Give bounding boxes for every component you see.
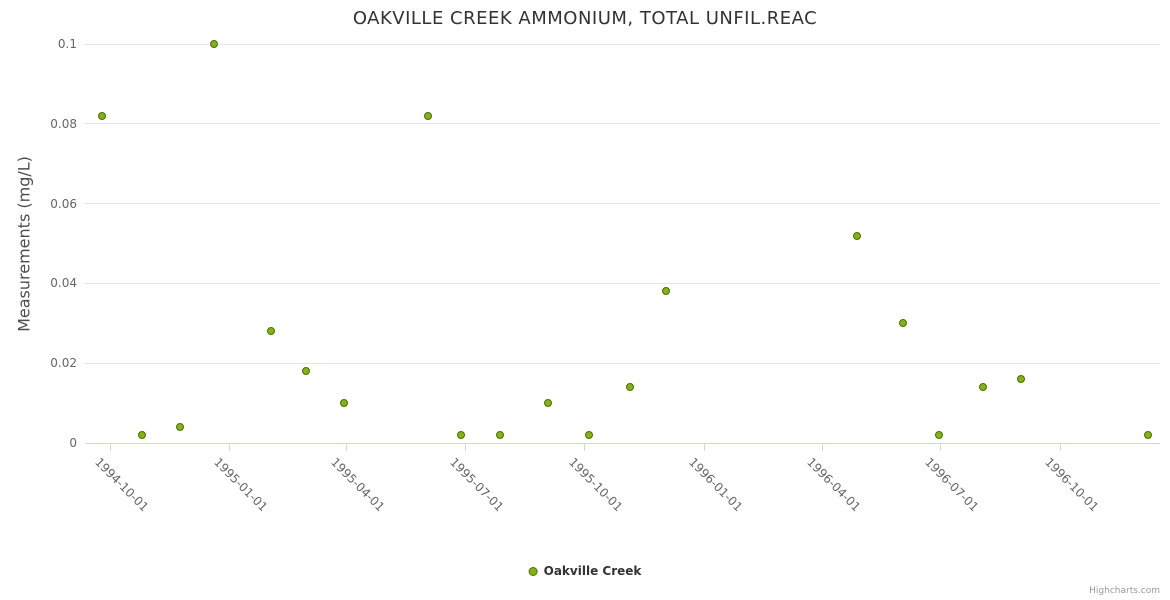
data-point[interactable] [424,111,433,120]
x-axis-tick [464,443,466,451]
x-axis-label: 1995-01-01 [211,455,271,515]
data-point[interactable] [339,399,348,408]
y-gridline [85,43,1160,45]
x-axis-label: 1996-01-01 [685,455,746,515]
data-point[interactable] [495,431,504,440]
y-gridline [85,362,1160,364]
y-axis-label: 0.04 [50,276,77,291]
data-point[interactable] [543,399,552,408]
x-axis-label: 1994-10-01 [91,455,152,515]
chart-title: OAKVILLE CREEK AMMONIUM, TOTAL UNFIL.REA… [352,8,818,29]
y-axis-label: 0.1 [57,37,77,51]
y-gridline [85,282,1160,284]
data-point[interactable] [175,423,184,432]
data-point[interactable] [1016,375,1025,384]
x-axis-tick [109,443,111,451]
x-axis-label: 1995-07-01 [446,455,506,515]
highcharts-credits-link[interactable]: Highcharts.com [1089,586,1160,596]
data-point[interactable] [585,431,594,440]
x-axis-tick [1059,443,1061,451]
y-axis-title: Measurements (mg/L) [14,156,34,332]
data-point[interactable] [935,431,944,440]
x-axis-tick [822,443,824,451]
legend-marker-icon [528,566,538,576]
x-axis-label: 1995-10-01 [566,455,626,515]
data-point[interactable] [1144,431,1153,440]
y-gridline [85,123,1160,125]
x-axis-line [85,443,1160,444]
data-point[interactable] [301,367,310,376]
data-point[interactable] [979,383,988,392]
x-axis-tick [703,443,705,451]
data-point[interactable] [456,431,465,440]
data-point[interactable] [625,383,634,392]
data-point[interactable] [138,431,147,440]
data-point[interactable] [853,231,862,240]
x-axis-label: 1996-10-01 [1042,455,1102,515]
data-point[interactable] [266,327,275,336]
y-axis-label: 0.06 [50,196,77,211]
x-axis-tick [346,443,348,451]
data-point[interactable] [662,287,671,296]
x-axis-tick [940,443,942,451]
x-axis-label: 1996-04-01 [804,455,864,515]
x-axis-label: 1996-07-01 [922,455,982,515]
data-point[interactable] [898,319,907,328]
y-axis-label: 0.02 [50,356,77,371]
y-axis-label: 0 [69,436,77,450]
x-axis-tick [229,443,231,451]
x-axis-label: 1995-04-01 [328,455,388,515]
x-axis-tick [584,443,586,451]
y-axis-label: 0.08 [50,116,77,131]
data-point[interactable] [97,111,106,120]
y-gridline [85,203,1160,205]
legend-item-oakville-creek[interactable]: Oakville Creek [528,564,642,578]
legend-label: Oakville Creek [543,564,642,578]
data-point[interactable] [209,40,218,48]
